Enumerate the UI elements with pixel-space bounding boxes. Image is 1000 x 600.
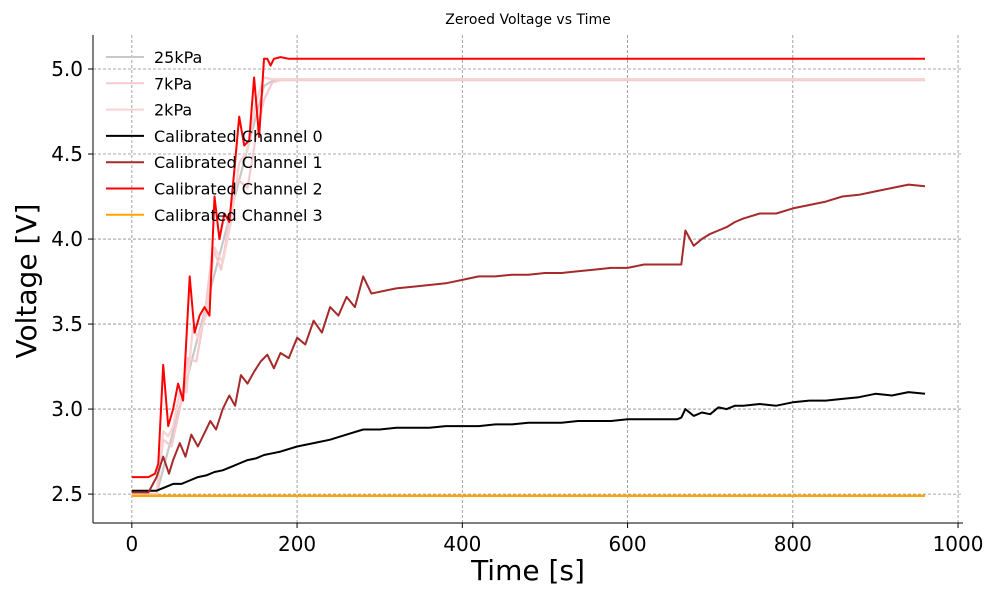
y-tick-label-2: 3.5	[51, 312, 83, 336]
y-tick-label-0: 2.5	[51, 482, 83, 506]
y-tick-label-1: 3.0	[51, 397, 83, 421]
legend-label-1: 7kPa	[154, 74, 192, 93]
series-line-3	[131, 391, 926, 492]
x-tick-label-3: 600	[608, 532, 646, 556]
x-tick-label-2: 400	[443, 532, 481, 556]
x-tick-label-1: 200	[278, 532, 316, 556]
legend-label-5: Calibrated Channel 2	[154, 180, 323, 199]
series-line-5	[131, 56, 925, 479]
y-tick-label-4: 4.5	[51, 142, 83, 166]
chart-title: Zeroed Voltage vs Time	[445, 12, 610, 28]
y-tick-label-3: 4.0	[51, 227, 83, 251]
y-axis-label: Voltage [V]	[10, 204, 43, 359]
x-tick-label-0: 0	[125, 532, 138, 556]
legend-label-2: 2kPa	[154, 101, 192, 120]
x-axis-label: Time [s]	[470, 554, 585, 587]
series-line-1	[131, 79, 925, 497]
series-lines	[131, 56, 926, 497]
series-line-4	[131, 183, 926, 494]
x-tick-label-4: 800	[774, 532, 812, 556]
x-tick-label-5: 1000	[933, 532, 984, 556]
legend-label-3: Calibrated Channel 0	[154, 127, 323, 146]
legend-label-4: Calibrated Channel 1	[154, 153, 323, 172]
legend-label-6: Calibrated Channel 3	[154, 206, 323, 225]
legend: 25kPa 7kPa 2kPa Calibrated Channel 0 Calibra…	[106, 48, 323, 225]
legend-label-0: 25kPa	[154, 48, 202, 67]
grid	[93, 35, 963, 523]
ticks: 0 200 400 600 800 1000 2.5 3.0 3.5 4.0 4.5 5.0	[51, 57, 983, 556]
axes	[92, 35, 963, 524]
y-tick-label-5: 5.0	[51, 57, 83, 81]
